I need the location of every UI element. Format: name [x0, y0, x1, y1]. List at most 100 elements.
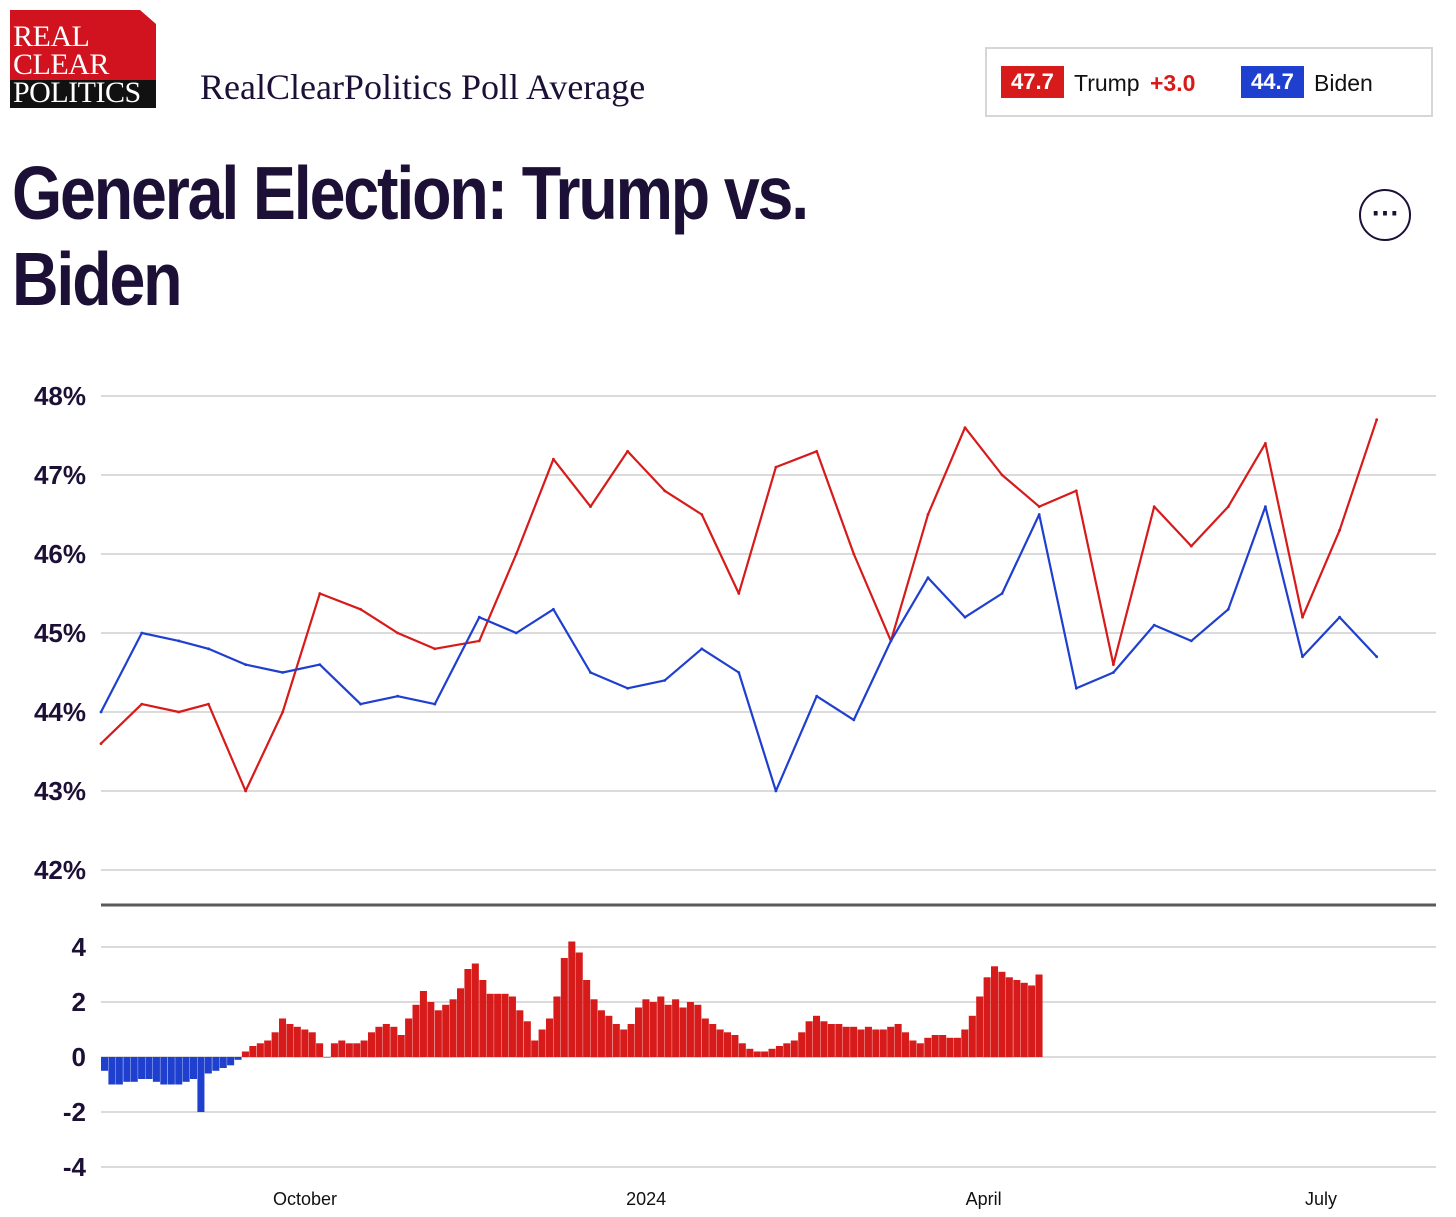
trump-point	[663, 489, 667, 493]
spread-bar	[597, 1010, 605, 1058]
spread-bar	[991, 966, 999, 1058]
trump-point	[207, 702, 210, 706]
spread-bar	[931, 1035, 939, 1057]
spread-bar	[939, 1035, 947, 1057]
spread-bar	[1035, 974, 1043, 1057]
spread-bar	[271, 1032, 279, 1058]
spread-bar	[998, 971, 1006, 1058]
spread-bar	[575, 952, 583, 1057]
biden-legend-label: Biden	[1314, 70, 1373, 96]
trump-point	[589, 505, 592, 508]
spread-bar	[790, 1040, 798, 1057]
biden-point	[1301, 655, 1304, 659]
spread-bar	[746, 1048, 754, 1058]
spread-bar	[649, 1002, 657, 1057]
spread-bar	[738, 1043, 746, 1058]
biden-point	[926, 576, 930, 580]
spread-bar	[382, 1024, 390, 1057]
spread-bar	[761, 1051, 769, 1057]
logo-line-3: POLITICS	[13, 76, 141, 109]
x-tick-label: October	[273, 1189, 337, 1209]
biden-point	[663, 679, 667, 682]
y-tick-label: 45%	[34, 618, 86, 648]
spread-bar	[234, 1057, 242, 1060]
spread-bar	[330, 1043, 338, 1058]
spread-bar	[419, 991, 427, 1057]
spread-bar	[412, 1004, 420, 1058]
spread-bar	[686, 1002, 694, 1057]
spread-bar	[842, 1026, 850, 1058]
spread-bar	[924, 1037, 932, 1058]
trump-point	[477, 639, 481, 643]
spread-bar	[227, 1057, 235, 1066]
biden-point	[1226, 607, 1230, 611]
spread-bar	[368, 1032, 376, 1058]
spread-bar	[976, 996, 984, 1057]
trump-point	[774, 465, 778, 469]
spread-bar	[983, 977, 991, 1058]
line-chart-gridlines	[101, 395, 1436, 871]
x-tick-label: July	[1305, 1189, 1337, 1209]
spread-bar	[316, 1043, 324, 1058]
spread-bar	[167, 1057, 175, 1085]
spread-bar	[916, 1043, 924, 1058]
spread-bar	[338, 1040, 346, 1057]
spread-bar	[130, 1057, 138, 1082]
spread-bar	[635, 1007, 643, 1057]
spread-bar	[827, 1024, 835, 1057]
page-title: General Election: Trump vs. Biden	[12, 151, 809, 321]
spread-bar	[345, 1043, 353, 1058]
spread-bar	[968, 1015, 976, 1058]
biden-point	[889, 639, 893, 643]
trump-point	[626, 449, 629, 453]
trump-point	[1301, 615, 1304, 619]
spread-bar	[479, 980, 487, 1057]
spread-bar	[783, 1043, 791, 1058]
biden-point	[626, 686, 629, 690]
spread-bar	[864, 1026, 872, 1058]
biden-point	[177, 639, 181, 643]
spread-bar	[731, 1035, 739, 1057]
y-tick-label: 48%	[34, 381, 86, 411]
spread-bar	[835, 1024, 843, 1057]
y-tick-label: 43%	[34, 776, 86, 806]
spread-bar	[887, 1026, 895, 1058]
biden-point	[1074, 686, 1078, 690]
trump-point	[1000, 473, 1004, 477]
biden-point	[552, 607, 555, 611]
spread-bar	[753, 1051, 761, 1057]
rcp-logo[interactable]: REAL CLEAR POLITICS	[10, 10, 156, 108]
spread-bar	[798, 1032, 806, 1058]
spread-bar	[1013, 980, 1021, 1057]
spread-bar	[531, 1040, 539, 1057]
biden-point	[318, 663, 322, 666]
spread-bar	[1028, 985, 1036, 1057]
spread-bar	[902, 1032, 910, 1058]
poll-legend: 47.7 Trump +3.0 44.7 Biden	[985, 47, 1433, 117]
spread-bar	[101, 1057, 109, 1071]
trump-point	[852, 552, 856, 556]
spread-bar	[152, 1057, 160, 1082]
spread-bar	[946, 1037, 954, 1058]
spread-bar	[775, 1046, 783, 1057]
spread-bar	[434, 1010, 442, 1058]
spread-bar	[523, 1021, 531, 1058]
spread-bar	[160, 1057, 168, 1085]
spread-bar	[286, 1024, 294, 1057]
trump-point	[1152, 505, 1156, 508]
spread-bar	[353, 1043, 361, 1058]
biden-point	[1000, 592, 1004, 595]
trump-point	[318, 592, 322, 595]
spread-bar	[145, 1057, 153, 1079]
trump-point	[1074, 489, 1078, 493]
more-options-button[interactable]: ⋯	[1359, 189, 1411, 241]
spread-bar	[664, 1004, 672, 1058]
spread-bar	[471, 963, 479, 1057]
biden-point	[737, 671, 741, 674]
spread-bar	[850, 1026, 858, 1058]
biden-point	[99, 710, 103, 714]
y-tick-label: 4	[72, 932, 87, 962]
spread-bar	[108, 1057, 116, 1085]
spread-bar	[568, 941, 576, 1057]
spread-bar	[627, 1024, 635, 1057]
